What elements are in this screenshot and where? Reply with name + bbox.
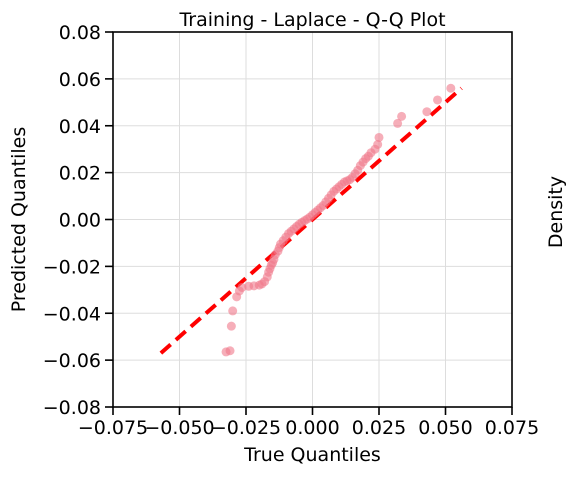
y-tick-label-2: −0.04 (43, 303, 101, 325)
x-tick-label-0: −0.075 (78, 417, 148, 439)
y-tick-label-1: −0.06 (43, 350, 101, 372)
data-point-61 (422, 107, 432, 117)
data-point-6 (237, 282, 247, 292)
y-tick-label-5: 0.02 (59, 163, 101, 185)
x-tick-label-4: 0.025 (352, 417, 406, 439)
data-point-3 (228, 306, 238, 316)
x-tick-label-5: 0.050 (418, 417, 472, 439)
x-tick-label-1: −0.050 (144, 417, 214, 439)
x-axis-label: True Quantiles (243, 444, 381, 466)
y-tick-label-0: −0.08 (43, 397, 101, 419)
data-point-62 (433, 95, 443, 105)
data-point-63 (446, 83, 456, 93)
data-point-57 (373, 140, 383, 149)
chart-title: Training - Laplace - Q-Q Plot (178, 9, 445, 31)
y-tick-label-3: −0.02 (43, 256, 101, 278)
x-tick-label-6: 0.075 (485, 417, 539, 439)
x-axis-ticks: −0.075−0.050−0.025 0.000 0.025 0.050 0.075 (78, 407, 539, 439)
y-tick-label-6: 0.04 (59, 116, 101, 138)
data-point-58 (374, 132, 384, 142)
adjacent-panel-label: Density (545, 176, 567, 248)
y-tick-label-4: 0.00 (59, 210, 101, 232)
data-point-60 (397, 111, 407, 121)
data-point-59 (393, 118, 403, 128)
y-axis-ticks: −0.08 −0.06 −0.04 −0.02 0.00 0.02 0.04 0.06 0.08 (43, 22, 113, 419)
y-tick-label-7: 0.06 (59, 69, 101, 91)
data-point-1 (225, 346, 235, 356)
y-axis-label: Predicted Quantiles (8, 127, 30, 313)
x-tick-label-2: −0.025 (211, 417, 281, 439)
data-point-2 (226, 321, 236, 331)
data-points (221, 83, 456, 357)
grid (112, 31, 513, 408)
x-tick-label-3: 0.000 (285, 417, 339, 439)
y-tick-label-8: 0.08 (59, 22, 101, 44)
